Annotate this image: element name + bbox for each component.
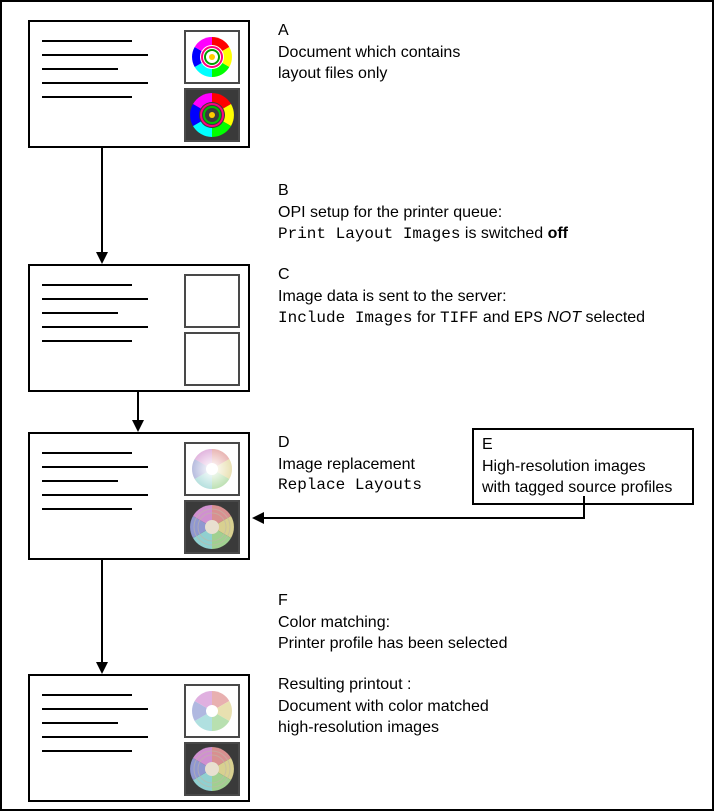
arrow-a-c — [101, 148, 103, 252]
label-e-line1: High-resolution images — [482, 456, 684, 478]
doc-box-c — [28, 264, 250, 392]
label-b-line2: Print Layout Images is switched off — [278, 223, 568, 246]
label-result: Resulting printout : Document with color… — [278, 674, 489, 739]
arrow-e-h — [264, 517, 585, 519]
label-a-letter: A — [278, 20, 460, 42]
label-c-mid1: for — [412, 309, 440, 326]
img-slot-c-top — [184, 274, 240, 328]
label-result-line3: high-resolution images — [278, 717, 489, 739]
label-c-line2: Include Images for TIFF and EPS NOT sele… — [278, 307, 645, 330]
label-b-line1: OPI setup for the printer queue: — [278, 202, 568, 224]
colorwheel-target-dark-icon — [186, 90, 238, 140]
doc-box-a — [28, 20, 250, 148]
doc-textlines-c — [42, 284, 148, 354]
label-c-mono1: Include Images — [278, 309, 412, 327]
label-f: F Color matching: Printer profile has be… — [278, 590, 507, 655]
colorwheel-target-icon — [186, 32, 238, 82]
arrow-e-v — [583, 496, 585, 518]
label-b-bold1: off — [548, 225, 568, 242]
colorwheel-soft2-icon — [186, 686, 238, 736]
label-e-letter: E — [482, 434, 684, 456]
doc-box-result — [28, 674, 250, 802]
label-b-mid: is switched — [460, 225, 547, 242]
doc-textlines-d — [42, 452, 148, 522]
label-f-line1: Color matching: — [278, 612, 507, 634]
img-slot-a-top — [184, 30, 240, 84]
img-slot-result-bottom — [184, 742, 240, 796]
arrow-e-head — [252, 512, 264, 524]
label-c-line1: Image data is sent to the server: — [278, 286, 645, 308]
label-c-mono3: EPS — [514, 309, 543, 327]
label-c-italic1: NOT — [543, 309, 581, 326]
img-slot-d-top — [184, 442, 240, 496]
label-f-line2: Printer profile has been selected — [278, 633, 507, 655]
label-d: D Image replacement Replace Layouts — [278, 432, 422, 497]
doc-textlines-result — [42, 694, 148, 764]
label-f-letter: F — [278, 590, 507, 612]
colorwheel-soft2-dark-icon — [186, 744, 238, 794]
label-result-line2: Document with color matched — [278, 696, 489, 718]
label-c-tail: selected — [581, 309, 645, 326]
label-c-mid2: and — [478, 309, 514, 326]
label-d-mono1: Replace Layouts — [278, 475, 422, 497]
doc-textlines-a — [42, 40, 148, 110]
diagram-frame: A Document which contains layout files o… — [0, 0, 714, 811]
label-d-line1: Image replacement — [278, 454, 422, 476]
img-slot-a-bottom — [184, 88, 240, 142]
img-slot-d-bottom — [184, 500, 240, 554]
label-b: B OPI setup for the printer queue: Print… — [278, 180, 568, 246]
label-c-letter: C — [278, 264, 645, 286]
doc-box-d — [28, 432, 250, 560]
colorwheel-soft-dark-icon — [186, 502, 238, 552]
img-slot-c-bottom — [184, 332, 240, 386]
arrow-c-d-head — [132, 420, 144, 432]
label-b-mono1: Print Layout Images — [278, 225, 460, 243]
img-slot-result-top — [184, 684, 240, 738]
arrow-d-g — [101, 560, 103, 662]
arrow-c-d — [137, 392, 139, 420]
label-d-letter: D — [278, 432, 422, 454]
colorwheel-soft-icon — [186, 444, 238, 494]
arrow-d-g-head — [96, 662, 108, 674]
label-a-line1: Document which contains — [278, 42, 460, 64]
label-c-mono2: TIFF — [440, 309, 478, 327]
e-box: E High-resolution images with tagged sou… — [472, 428, 694, 505]
label-c: C Image data is sent to the server: Incl… — [278, 264, 645, 330]
arrow-a-c-head — [96, 252, 108, 264]
label-b-letter: B — [278, 180, 568, 202]
label-a: A Document which contains layout files o… — [278, 20, 460, 85]
label-a-line2: layout files only — [278, 63, 460, 85]
label-result-line1: Resulting printout : — [278, 674, 489, 696]
